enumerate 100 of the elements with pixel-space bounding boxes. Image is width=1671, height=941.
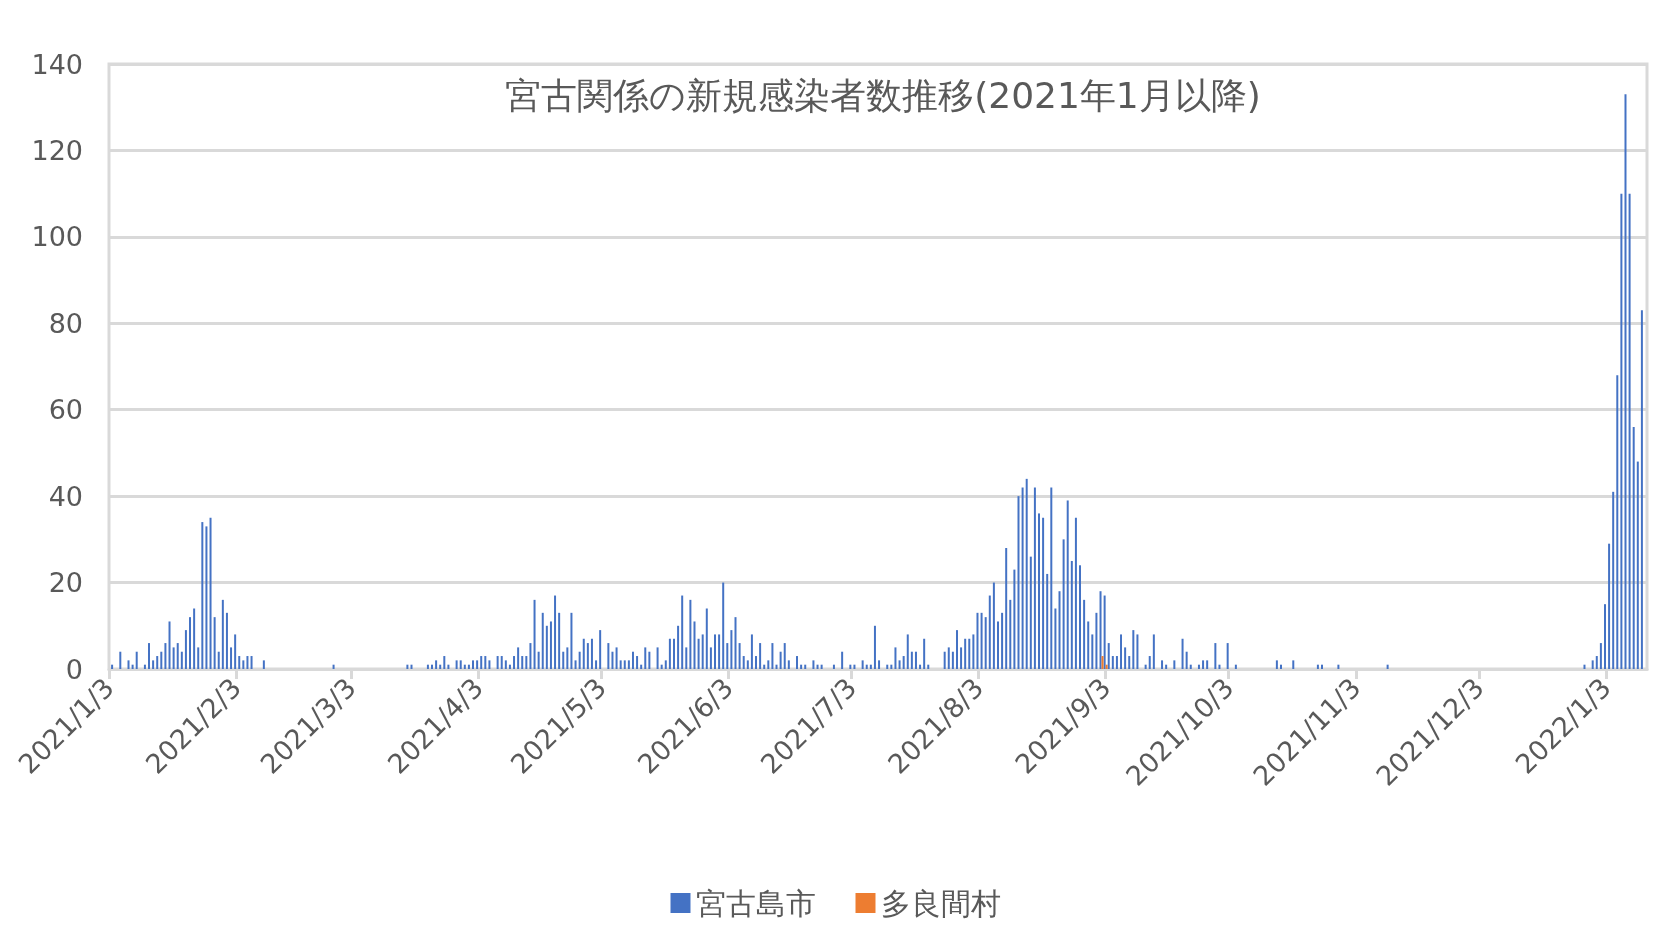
bar — [1025, 478, 1028, 669]
bar — [119, 651, 122, 669]
bar — [484, 656, 487, 669]
y-tick-label: 0 — [65, 653, 83, 685]
bar — [562, 651, 565, 669]
bar — [796, 656, 799, 669]
bar — [718, 634, 721, 669]
bar — [1173, 660, 1176, 669]
bar — [558, 612, 561, 669]
bar — [1636, 461, 1639, 669]
bar — [947, 647, 950, 669]
bar — [574, 660, 577, 669]
bar — [1087, 621, 1090, 669]
bar — [443, 656, 446, 669]
bar — [812, 660, 815, 669]
bar — [201, 522, 204, 669]
bar — [476, 660, 479, 669]
bar — [1624, 94, 1627, 669]
bar — [480, 656, 483, 669]
bar — [1074, 517, 1077, 669]
bar — [1206, 660, 1209, 669]
chart-title: 宮古関係の新規感染者数推移(2021年1月以降) — [505, 74, 1261, 116]
bar — [1202, 660, 1205, 669]
bar — [734, 617, 737, 669]
bar — [193, 608, 196, 669]
bar — [435, 660, 438, 669]
bar — [1185, 651, 1188, 669]
bar — [537, 651, 540, 669]
bar — [230, 647, 233, 669]
bar — [172, 647, 175, 669]
bar — [459, 660, 462, 669]
bar — [755, 656, 758, 669]
bar — [1132, 630, 1135, 669]
bar — [513, 656, 516, 669]
bar — [205, 526, 208, 669]
bar — [1608, 543, 1611, 669]
bar — [533, 599, 536, 669]
bar — [701, 634, 704, 669]
y-tick-label: 80 — [48, 307, 83, 339]
bar — [168, 621, 171, 669]
bar — [242, 660, 245, 669]
bar — [672, 638, 675, 669]
bar — [590, 638, 593, 669]
bar — [615, 647, 618, 669]
bar — [1591, 660, 1594, 669]
bar — [549, 621, 552, 669]
bar — [742, 656, 745, 669]
bar — [1029, 556, 1032, 669]
bar — [611, 651, 614, 669]
bar — [746, 660, 749, 669]
bar — [943, 651, 946, 669]
bar — [636, 656, 639, 669]
bar — [529, 643, 532, 669]
bar — [586, 643, 589, 669]
bar — [960, 647, 963, 669]
bar — [472, 660, 475, 669]
bar — [722, 582, 725, 669]
bar — [1632, 427, 1635, 669]
bar — [1054, 608, 1057, 669]
bar — [1640, 310, 1643, 669]
bar — [902, 656, 905, 669]
bar — [1013, 569, 1016, 669]
bar — [894, 647, 897, 669]
bar — [595, 660, 598, 669]
bar — [578, 651, 581, 669]
bar — [972, 634, 975, 669]
bar — [664, 660, 667, 669]
bar — [1101, 656, 1104, 669]
bar — [648, 651, 651, 669]
bar — [705, 608, 708, 669]
bar — [1136, 634, 1139, 669]
bar — [152, 660, 155, 669]
bar — [787, 660, 790, 669]
bar — [1103, 595, 1106, 669]
bar — [1058, 591, 1061, 669]
bar — [1612, 491, 1615, 669]
bar — [566, 647, 569, 669]
bar — [750, 634, 753, 669]
bar — [1616, 375, 1619, 669]
bar — [783, 643, 786, 669]
bar — [1111, 656, 1114, 669]
bar — [1062, 539, 1065, 669]
bar — [262, 660, 265, 669]
y-tick-label: 40 — [48, 480, 83, 512]
bar — [554, 595, 557, 669]
bar — [1001, 612, 1004, 669]
bar — [238, 656, 241, 669]
bar — [714, 634, 716, 669]
bar — [668, 638, 671, 669]
bar — [1050, 487, 1053, 669]
bar — [1599, 643, 1602, 669]
bar — [1009, 599, 1012, 669]
bar — [570, 612, 573, 669]
bar — [685, 647, 688, 669]
bar — [693, 621, 696, 669]
bar — [627, 660, 630, 669]
bar — [541, 612, 544, 669]
bar — [1152, 634, 1155, 669]
y-tick-label: 120 — [31, 134, 83, 166]
bar — [156, 656, 159, 669]
